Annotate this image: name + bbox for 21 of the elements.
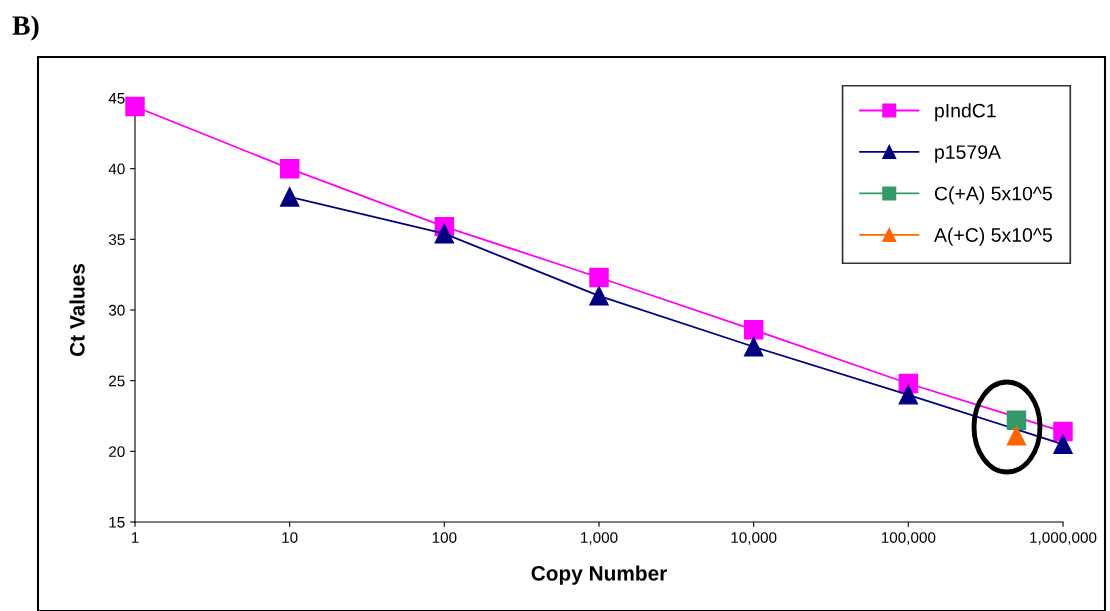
legend-label: A(+C) 5x10^5 xyxy=(934,227,1052,246)
legend-label: C(+A) 5x10^5 xyxy=(934,186,1052,205)
y-tick-label: 45 xyxy=(108,93,125,104)
legend-label: pIndC1 xyxy=(935,103,996,122)
y-tick-label: 40 xyxy=(108,163,125,175)
y-tick-label: 20 xyxy=(109,446,125,458)
x-tick-label: 10,000 xyxy=(731,532,777,545)
x-tick-label: 100,000 xyxy=(881,532,936,545)
y-tick-label: 35 xyxy=(108,234,125,246)
y-tick-label: 25 xyxy=(109,375,125,387)
x-tick-label: 100 xyxy=(432,532,457,543)
x-tick-label: 1,000 xyxy=(581,532,618,545)
y-tick-label: 30 xyxy=(108,304,125,316)
y-tick-label: 15 xyxy=(109,517,125,528)
x-tick-label: 10 xyxy=(282,532,298,543)
text: B) xyxy=(12,15,39,41)
x-tick-label: 1,000,000 xyxy=(1030,532,1097,545)
legend-label: p1579A xyxy=(935,145,1001,163)
y-axis-title: Ct Values xyxy=(69,263,85,357)
x-tick-label: 1 xyxy=(131,532,139,543)
x-axis-title: Copy Number xyxy=(531,565,667,585)
